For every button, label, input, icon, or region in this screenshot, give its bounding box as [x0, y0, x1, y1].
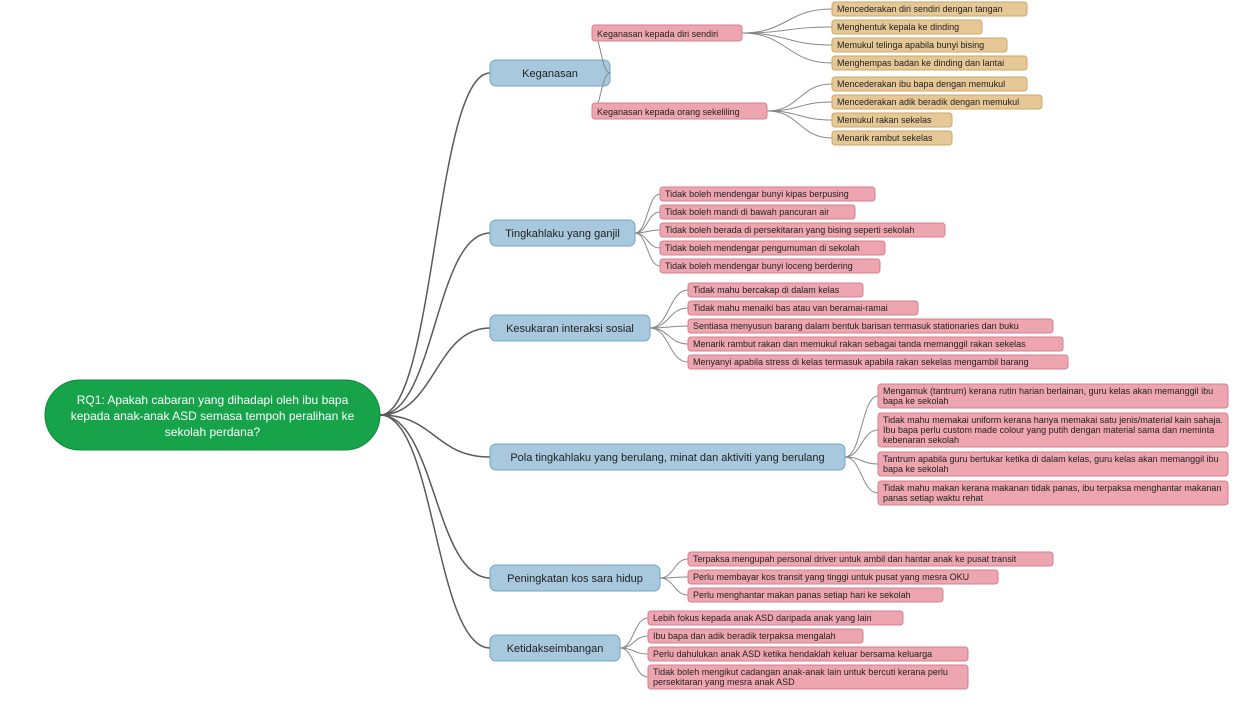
- svg-text:Memukul telinga apabila bunyi: Memukul telinga apabila bunyi bising: [837, 40, 984, 50]
- svg-text:Perlu menghantar makan panas s: Perlu menghantar makan panas setiap hari…: [693, 590, 911, 600]
- svg-text:Menarik rambut sekelas: Menarik rambut sekelas: [837, 133, 933, 143]
- svg-text:kebenaran sekolah: kebenaran sekolah: [883, 435, 959, 445]
- svg-text:Menyanyi apabila stress di kel: Menyanyi apabila stress di kelas termasu…: [693, 357, 1029, 367]
- svg-text:Keganasan kepada orang sekelil: Keganasan kepada orang sekeliling: [597, 107, 740, 117]
- svg-text:Menghentuk kepala ke dinding: Menghentuk kepala ke dinding: [837, 22, 959, 32]
- svg-text:Sentiasa menyusun barang dalam: Sentiasa menyusun barang dalam bentuk ba…: [693, 321, 1019, 331]
- svg-text:sekolah perdana?: sekolah perdana?: [165, 425, 261, 439]
- svg-text:Mencederakan ibu bapa dengan m: Mencederakan ibu bapa dengan memukul: [837, 79, 1005, 89]
- svg-text:Ibu bapa perlu custom made col: Ibu bapa perlu custom made colour yang p…: [883, 425, 1214, 435]
- svg-text:Menarik rambut rakan dan memuk: Menarik rambut rakan dan memukul rakan s…: [693, 339, 1026, 349]
- svg-text:Perlu membayar kos transit yan: Perlu membayar kos transit yang tinggi u…: [693, 572, 969, 582]
- svg-text:Ibu bapa dan adik beradik terp: Ibu bapa dan adik beradik terpaksa menga…: [653, 631, 836, 641]
- svg-text:Tidak mahu menaiki bas atau va: Tidak mahu menaiki bas atau van beramai-…: [693, 303, 888, 313]
- l1-label: Keganasan: [522, 68, 578, 80]
- svg-text:Terpaksa mengupah personal dri: Terpaksa mengupah personal driver untuk …: [693, 554, 1017, 564]
- svg-text:Menghempas badan ke dinding da: Menghempas badan ke dinding dan lantai: [837, 58, 1004, 68]
- svg-text:Keganasan kepada diri sendiri: Keganasan kepada diri sendiri: [597, 29, 718, 39]
- svg-text:Tidak mahu makan kerana makana: Tidak mahu makan kerana makanan tidak pa…: [883, 483, 1221, 493]
- svg-text:Tidak boleh mandi di bawah pan: Tidak boleh mandi di bawah pancuran air: [665, 207, 829, 217]
- svg-text:Tidak boleh mendengar bunyi lo: Tidak boleh mendengar bunyi loceng berde…: [665, 261, 853, 271]
- svg-text:Tidak boleh mendengar bunyi ki: Tidak boleh mendengar bunyi kipas berpus…: [665, 189, 849, 199]
- svg-text:kepada anak-anak ASD semasa te: kepada anak-anak ASD semasa tempoh peral…: [71, 409, 355, 423]
- l1-label: Tingkahlaku yang ganjil: [505, 228, 620, 240]
- l1-label: Peningkatan kos sara hidup: [507, 573, 643, 585]
- svg-text:bapa ke sekolah: bapa ke sekolah: [883, 464, 949, 474]
- svg-text:Lebih fokus kepada anak ASD da: Lebih fokus kepada anak ASD daripada ana…: [653, 613, 872, 623]
- svg-text:Tantrum apabila guru bertukar: Tantrum apabila guru bertukar ketika di …: [883, 454, 1219, 464]
- svg-text:Perlu dahulukan anak ASD ketik: Perlu dahulukan anak ASD ketika hendakla…: [653, 649, 932, 659]
- svg-text:Tidak boleh berada di persekit: Tidak boleh berada di persekitaran yang …: [665, 225, 914, 235]
- svg-text:RQ1: Apakah cabaran yang dihad: RQ1: Apakah cabaran yang dihadapi oleh i…: [77, 393, 349, 407]
- svg-text:Tidak boleh mendengar pengumum: Tidak boleh mendengar pengumuman di seko…: [665, 243, 860, 253]
- l1-label: Kesukaran interaksi sosial: [506, 323, 634, 335]
- l1-label: Ketidakseimbangan: [507, 643, 604, 655]
- l1-label: Pola tingkahlaku yang berulang, minat da…: [510, 452, 824, 464]
- svg-text:persekitaran yang mesra anak A: persekitaran yang mesra anak ASD: [653, 677, 795, 687]
- svg-text:Tidak boleh mengikut cadangan: Tidak boleh mengikut cadangan anak-anak …: [653, 667, 948, 677]
- svg-text:panas setiap waktu rehat: panas setiap waktu rehat: [883, 493, 984, 503]
- svg-text:bapa ke sekolah: bapa ke sekolah: [883, 396, 949, 406]
- svg-text:Mencederakan diri sendiri deng: Mencederakan diri sendiri dengan tangan: [837, 4, 1003, 14]
- svg-text:Tidak mahu memakai uniform ker: Tidak mahu memakai uniform kerana hanya …: [883, 415, 1223, 425]
- mindmap-canvas: RQ1: Apakah cabaran yang dihadapi oleh i…: [0, 0, 1240, 716]
- svg-text:Tidak mahu bercakap di dalam k: Tidak mahu bercakap di dalam kelas: [693, 285, 840, 295]
- svg-text:Memukul rakan sekelas: Memukul rakan sekelas: [837, 115, 932, 125]
- svg-text:Mencederakan adik beradik deng: Mencederakan adik beradik dengan memukul: [837, 97, 1019, 107]
- svg-text:Mengamuk (tantrum) kerana ruti: Mengamuk (tantrum) kerana rutin harian b…: [883, 386, 1213, 396]
